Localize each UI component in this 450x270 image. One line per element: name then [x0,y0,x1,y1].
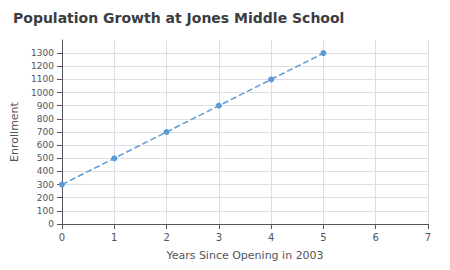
svg-text:0: 0 [59,232,65,243]
svg-text:6: 6 [373,232,379,243]
svg-text:4: 4 [268,232,274,243]
svg-text:400: 400 [37,166,54,176]
svg-text:200: 200 [37,193,54,203]
svg-text:500: 500 [37,153,54,163]
svg-text:1000: 1000 [31,88,54,98]
svg-text:Enrollment: Enrollment [8,101,21,161]
svg-text:1100: 1100 [31,74,54,84]
svg-text:5: 5 [320,232,326,243]
svg-text:1: 1 [111,232,117,243]
svg-text:700: 700 [37,127,54,137]
svg-text:0: 0 [48,219,54,229]
svg-text:7: 7 [425,232,431,243]
svg-text:Population Growth at Jones Mid: Population Growth at Jones Middle School [13,10,344,26]
svg-text:1200: 1200 [31,61,54,71]
svg-text:1300: 1300 [31,48,54,58]
svg-text:Years Since Opening in 2003: Years Since Opening in 2003 [165,249,323,262]
svg-text:100: 100 [37,206,54,216]
svg-text:600: 600 [37,140,54,150]
svg-text:3: 3 [216,232,222,243]
svg-text:900: 900 [37,101,54,111]
svg-text:2: 2 [163,232,169,243]
svg-text:800: 800 [37,114,54,124]
svg-text:300: 300 [37,180,54,190]
